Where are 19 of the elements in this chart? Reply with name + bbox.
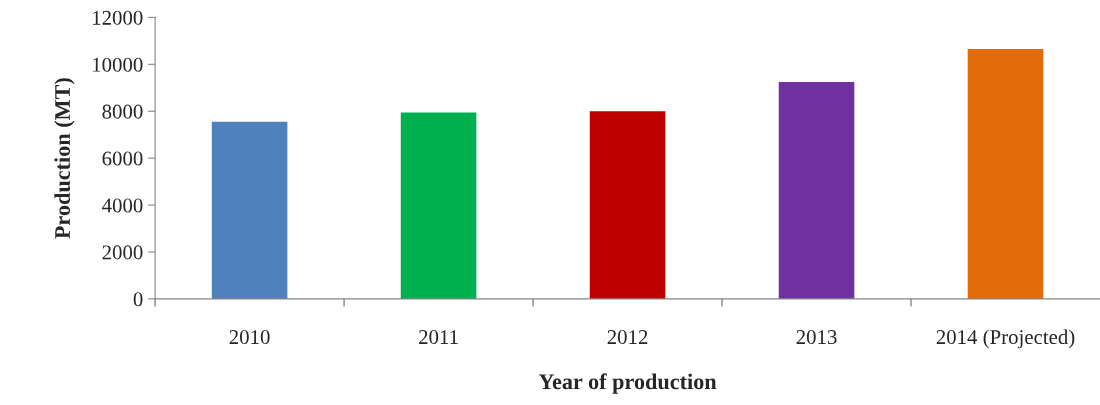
y-tick-label: 0 xyxy=(133,292,143,307)
bar xyxy=(400,112,477,299)
bar xyxy=(211,121,288,299)
bar xyxy=(967,49,1044,299)
y-tick-label: 2000 xyxy=(102,245,143,260)
x-tick-label: 2010 xyxy=(229,330,270,345)
y-tick-label: 8000 xyxy=(102,104,143,119)
x-tick-label: 2013 xyxy=(796,330,837,345)
y-tick-label: 12000 xyxy=(93,10,143,25)
bar xyxy=(589,111,666,299)
x-axis-title: Year of production xyxy=(538,373,717,394)
x-tick-label: 2012 xyxy=(607,330,648,345)
y-tick-label: 6000 xyxy=(102,151,143,166)
x-tick-label: 2014 (Projected) xyxy=(936,329,1075,349)
y-tick-label: 4000 xyxy=(102,198,143,213)
y-tick-label: 10000 xyxy=(93,57,143,72)
bar xyxy=(778,81,855,299)
x-tick-label: 2011 xyxy=(419,330,458,345)
y-axis-title: Production (MT) xyxy=(54,78,75,239)
